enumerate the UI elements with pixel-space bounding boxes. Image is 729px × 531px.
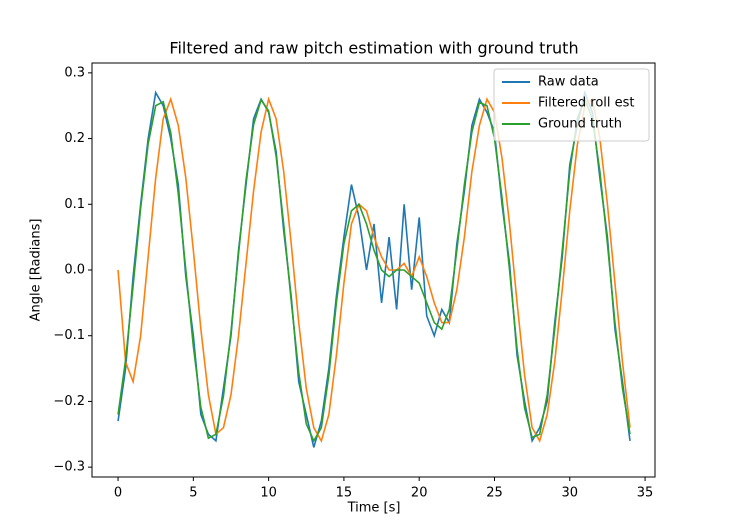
y-tick-label: −0.3 <box>53 460 85 475</box>
y-tick-label: −0.2 <box>53 394 85 409</box>
legend-label: Raw data <box>538 75 599 90</box>
x-tick-label: 20 <box>411 486 428 501</box>
x-tick-label: 15 <box>336 486 353 501</box>
y-axis-label: Angle [Radians] <box>29 219 44 322</box>
y-tick-label: −0.1 <box>53 328 85 343</box>
chart-title: Filtered and raw pitch estimation with g… <box>169 39 578 58</box>
x-tick-label: 5 <box>189 486 197 501</box>
x-tick-label: 0 <box>114 486 122 501</box>
series-line <box>117 96 631 443</box>
x-tick-label: 35 <box>637 486 654 501</box>
series-line <box>117 96 631 443</box>
legend-label: Ground truth <box>538 117 622 132</box>
x-tick-label: 30 <box>562 486 579 501</box>
legend-box <box>493 68 650 142</box>
y-tick-label: 0.3 <box>64 65 85 80</box>
plot-frame <box>91 62 656 478</box>
x-tick-label: 25 <box>486 486 503 501</box>
x-tick-label: 10 <box>260 486 277 501</box>
y-tick-label: 0.1 <box>64 197 85 212</box>
y-tick-label: 0.2 <box>64 131 85 146</box>
y-tick-label: 0.0 <box>64 263 85 278</box>
legend-label: Filtered roll est <box>538 96 635 111</box>
x-axis-label: Time [s] <box>347 501 401 516</box>
